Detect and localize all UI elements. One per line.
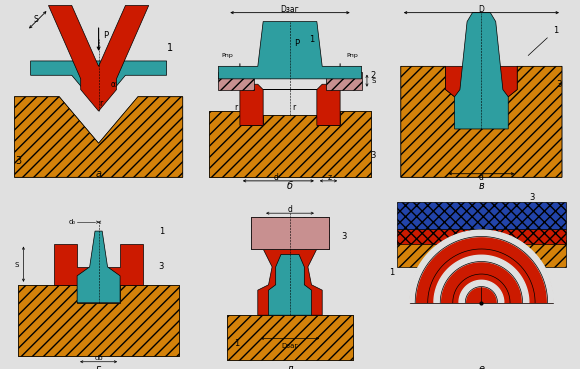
Text: е: е [478,364,484,369]
Text: 3: 3 [371,151,376,160]
Text: d: d [479,173,484,182]
Polygon shape [77,231,120,303]
Bar [397,203,566,229]
Text: д: д [287,364,293,369]
Polygon shape [219,21,361,79]
Text: d: d [288,205,292,214]
Polygon shape [459,280,504,303]
Text: Pпр: Pпр [347,53,358,58]
Text: S: S [14,262,19,268]
Text: d₀: d₀ [68,219,75,225]
Text: D: D [478,4,484,14]
Polygon shape [18,285,179,356]
Text: 1: 1 [158,227,164,235]
Polygon shape [455,13,508,129]
Text: 1: 1 [167,44,173,54]
Polygon shape [14,97,183,177]
Text: 1: 1 [553,26,558,35]
Bar [251,217,329,249]
Bar [251,217,329,249]
Polygon shape [54,244,143,285]
Polygon shape [14,97,183,177]
Text: α: α [110,80,115,89]
Text: 3: 3 [158,262,164,271]
Polygon shape [401,66,562,177]
Bar [219,72,254,90]
Polygon shape [269,254,311,315]
Polygon shape [258,249,322,315]
Text: S: S [372,77,376,84]
Bar [397,240,566,267]
Text: P: P [103,31,108,40]
Text: r: r [235,103,238,112]
Polygon shape [445,66,517,97]
Bar [326,72,361,90]
Bar [397,229,566,244]
Text: 1: 1 [309,35,314,44]
Polygon shape [240,84,340,125]
Text: 3: 3 [557,80,562,89]
Polygon shape [31,61,166,107]
Polygon shape [209,111,371,177]
Bar [227,315,353,360]
Text: 3: 3 [341,232,346,241]
Text: 3: 3 [15,156,21,166]
Text: б: б [287,181,293,191]
Text: 2: 2 [371,71,376,80]
Polygon shape [401,66,562,177]
Polygon shape [18,285,179,356]
Polygon shape [49,6,148,111]
Text: г: г [96,364,101,369]
Text: P: P [295,39,300,48]
Text: z: z [327,173,331,182]
Text: а: а [96,169,101,179]
Text: в: в [478,181,484,191]
Polygon shape [410,231,553,303]
Polygon shape [209,111,371,177]
Polygon shape [434,255,529,303]
Text: Pпр: Pпр [222,53,233,58]
Text: 3: 3 [529,193,534,201]
Text: Dзаг: Dзаг [281,4,299,14]
Bar [227,315,353,360]
Text: Dзаг: Dзаг [281,343,299,349]
Text: r: r [292,103,295,112]
Polygon shape [409,230,554,303]
Text: 1: 1 [389,268,394,277]
Text: 1: 1 [234,339,239,348]
Text: dб: dб [95,355,103,361]
Text: r: r [99,99,102,108]
Text: d: d [273,173,278,182]
Text: S: S [34,15,38,24]
